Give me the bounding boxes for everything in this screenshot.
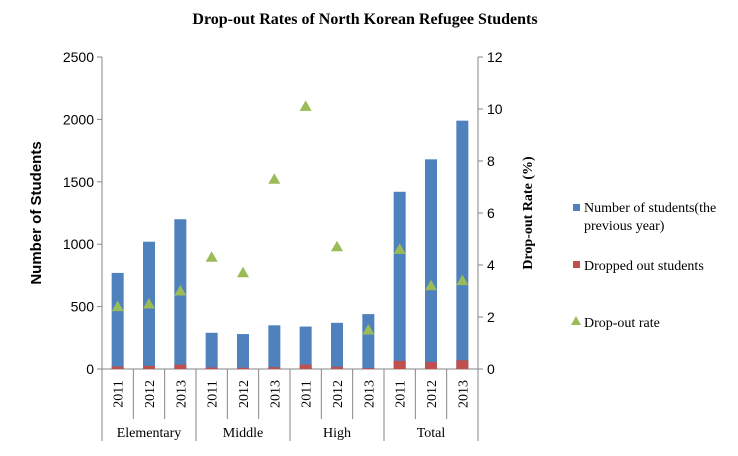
bar-dropped: [268, 367, 281, 369]
drop-out-rate-marker: [456, 274, 469, 286]
drop-out-rate-marker: [111, 300, 124, 312]
legend-label-students-line1: Number of students(the: [584, 201, 716, 216]
right-tick-label: 12: [487, 49, 503, 65]
left-tick-label: 1000: [63, 236, 94, 252]
bar-students: [111, 272, 124, 369]
right-axis-ticks: 0 2 4 6 8 10 12: [478, 49, 503, 377]
bar-students: [425, 159, 437, 369]
right-tick-label: 2: [487, 309, 495, 325]
drop-out-rate-marker: [393, 243, 406, 254]
bar-students: [237, 334, 249, 369]
bar-students: [362, 314, 375, 369]
year-label: 2013: [268, 380, 283, 408]
legend-marker-rate: [571, 316, 581, 325]
group-label: High: [323, 426, 351, 441]
left-tick-label: 1500: [63, 174, 94, 190]
left-axis-ticks: 0 500 1000 1500 2000 2500: [63, 49, 102, 377]
legend-label-dropped: Dropped out students: [584, 259, 704, 274]
drop-out-rate-marker: [174, 285, 187, 296]
bar-dropped: [456, 360, 469, 369]
bar-students: [331, 322, 343, 369]
right-tick-label: 6: [487, 205, 495, 221]
legend: Number of students(the previous year) Dr…: [571, 201, 716, 331]
bar-dropped: [174, 364, 187, 369]
year-label: 2012: [425, 380, 440, 408]
legend-label-rate: Drop-out rate: [584, 316, 660, 331]
bar-dropped: [393, 360, 406, 369]
drop-out-rate-marker: [331, 240, 343, 252]
bar-students: [205, 332, 218, 369]
drop-out-rate-marker: [143, 298, 155, 309]
year-label: 2013: [362, 380, 377, 408]
bar-dropped: [299, 364, 312, 369]
year-label: 2011: [206, 380, 221, 407]
group-label: Total: [417, 426, 446, 441]
y-axis-label: Number of Students: [28, 141, 45, 284]
right-tick-label: 0: [487, 361, 495, 377]
year-label: 2011: [112, 380, 127, 407]
chart-title: Drop-out Rates of North Korean Refugee S…: [192, 11, 537, 28]
legend-swatch-dropped: [573, 261, 580, 268]
year-label: 2012: [237, 380, 252, 408]
drop-out-rate-marker: [205, 251, 218, 262]
drop-out-rate-marker: [362, 324, 375, 335]
group-label: Elementary: [117, 426, 182, 441]
y2-axis-label: Drop-out Rate (%): [521, 156, 536, 270]
bar-dropped: [111, 366, 124, 369]
year-label: 2011: [394, 380, 409, 407]
bar-dropped: [331, 366, 343, 369]
left-tick-label: 2000: [63, 111, 94, 127]
drop-out-rate-marker: [425, 279, 437, 291]
left-tick-label: 500: [71, 299, 95, 315]
year-label: 2012: [331, 380, 346, 408]
right-tick-label: 10: [487, 101, 503, 117]
drop-out-rate-marker: [237, 266, 249, 278]
bars: [111, 120, 469, 369]
drop-out-rate-marker: [299, 100, 312, 111]
year-label: 2013: [456, 380, 471, 408]
bar-students: [393, 191, 406, 369]
year-label: 2011: [300, 380, 315, 407]
year-label: 2013: [174, 380, 189, 408]
bar-students: [268, 325, 281, 369]
bar-dropped: [425, 362, 437, 369]
legend-swatch-students: [573, 204, 580, 211]
group-label: Middle: [223, 426, 263, 441]
drop-out-rate-markers: [111, 100, 469, 335]
plot-frame: [101, 57, 479, 370]
bar-students: [456, 120, 469, 369]
bar-dropped: [205, 367, 218, 369]
x-category-axis: 2011 2012 2013 2011 2012 2013 2011 2012 2013 2011…: [101, 369, 479, 441]
bar-students: [299, 326, 312, 369]
year-label: 2012: [143, 380, 158, 408]
left-tick-label: 0: [86, 361, 94, 377]
right-tick-label: 4: [487, 257, 495, 273]
drop-out-rate-marker: [268, 173, 281, 184]
legend-label-students-line2: previous year): [584, 219, 665, 234]
left-tick-label: 2500: [63, 49, 94, 65]
bar-dropped: [362, 368, 375, 369]
bar-dropped: [237, 367, 249, 369]
right-tick-label: 8: [487, 153, 495, 169]
bar-dropped: [143, 365, 155, 369]
